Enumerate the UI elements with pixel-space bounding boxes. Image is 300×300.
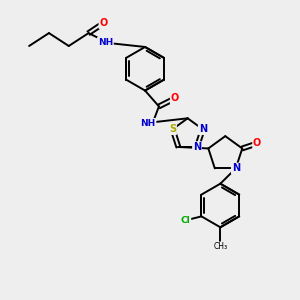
Text: O: O xyxy=(99,18,108,28)
Text: Cl: Cl xyxy=(181,216,190,225)
Text: NH: NH xyxy=(98,38,113,46)
Text: N: N xyxy=(232,164,240,173)
Text: N: N xyxy=(193,142,201,152)
Text: N: N xyxy=(199,124,207,134)
Text: S: S xyxy=(169,124,176,134)
Text: O: O xyxy=(171,94,179,103)
Text: NH: NH xyxy=(140,119,156,128)
Text: CH₃: CH₃ xyxy=(213,242,227,251)
Text: O: O xyxy=(253,139,261,148)
